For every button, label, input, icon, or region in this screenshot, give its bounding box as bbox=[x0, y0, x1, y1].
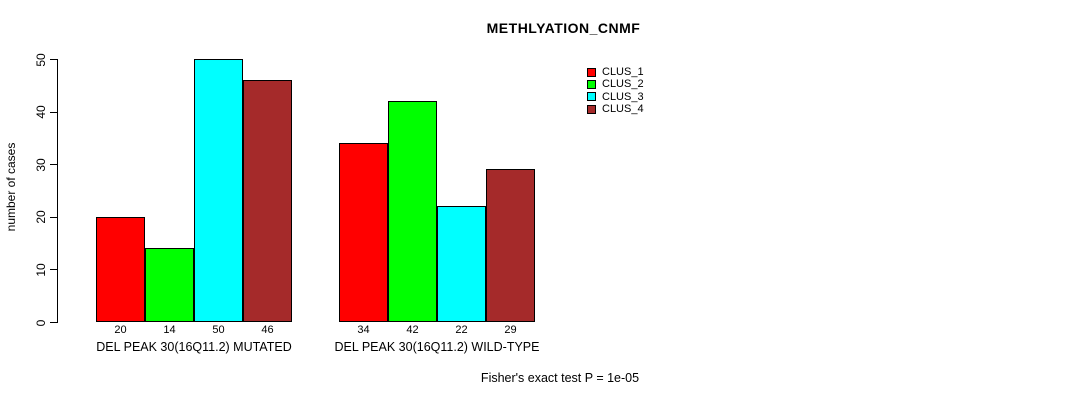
legend-swatch-icon bbox=[587, 92, 596, 102]
bar-value-label: 14 bbox=[163, 324, 176, 336]
y-tick-label: 10 bbox=[34, 263, 48, 277]
legend-swatch-icon bbox=[587, 67, 596, 77]
bar-value-label: 42 bbox=[406, 324, 419, 336]
bar-value-label: 20 bbox=[114, 324, 127, 336]
y-tick-label: 30 bbox=[34, 158, 48, 172]
chart-title: METHLYATION_CNMF bbox=[486, 20, 641, 36]
bar-value-label: 34 bbox=[357, 324, 370, 336]
y-tick-label: 0 bbox=[34, 319, 48, 326]
x-group-label: DEL PEAK 30(16Q11.2) MUTATED bbox=[96, 340, 292, 354]
bar-clus_3-group1 bbox=[194, 59, 243, 322]
legend-row-clus_3: CLUS_3 bbox=[587, 91, 644, 103]
legend-label: CLUS_3 bbox=[602, 90, 644, 103]
bar-clus_1-group2 bbox=[339, 143, 388, 322]
bar-value-label: 29 bbox=[504, 324, 517, 336]
y-tick-mark bbox=[50, 59, 57, 60]
y-tick-mark bbox=[50, 164, 57, 166]
legend: CLUS_1 CLUS_2 CLUS_3 CLUS_4 bbox=[587, 66, 644, 115]
y-tick-mark bbox=[50, 216, 57, 218]
bar-value-label: 46 bbox=[261, 324, 274, 336]
legend-label: CLUS_2 bbox=[602, 78, 644, 91]
y-axis-label: number of cases bbox=[4, 142, 18, 232]
bar-value-label: 22 bbox=[455, 324, 468, 336]
bar-clus_2-group2 bbox=[388, 101, 437, 322]
y-tick-label: 40 bbox=[34, 105, 48, 119]
bar-clus_4-group2 bbox=[486, 169, 535, 322]
bar-value-label: 50 bbox=[212, 324, 225, 336]
bar-clus_3-group2 bbox=[437, 206, 486, 322]
y-tick-mark bbox=[50, 269, 57, 271]
legend-row-clus_1: CLUS_1 bbox=[587, 66, 644, 78]
bar-clus_1-group1 bbox=[96, 216, 145, 322]
legend-label: CLUS_1 bbox=[602, 66, 644, 79]
legend-label: CLUS_4 bbox=[602, 103, 644, 116]
y-tick-label: 20 bbox=[34, 210, 48, 224]
y-tick-mark bbox=[50, 322, 57, 323]
bar-clus_4-group1 bbox=[243, 80, 292, 322]
legend-row-clus_2: CLUS_2 bbox=[587, 78, 644, 90]
y-tick-mark bbox=[50, 111, 57, 113]
legend-swatch-icon bbox=[587, 79, 596, 89]
y-tick-label: 50 bbox=[34, 52, 48, 67]
legend-row-clus_4: CLUS_4 bbox=[587, 103, 644, 115]
footnote-fisher-test: Fisher's exact test P = 1e-05 bbox=[480, 371, 640, 385]
y-axis-line bbox=[57, 59, 58, 323]
x-group-label: DEL PEAK 30(16Q11.2) WILD-TYPE bbox=[334, 340, 540, 354]
legend-swatch-icon bbox=[587, 104, 596, 114]
bar-clus_2-group1 bbox=[145, 248, 194, 322]
